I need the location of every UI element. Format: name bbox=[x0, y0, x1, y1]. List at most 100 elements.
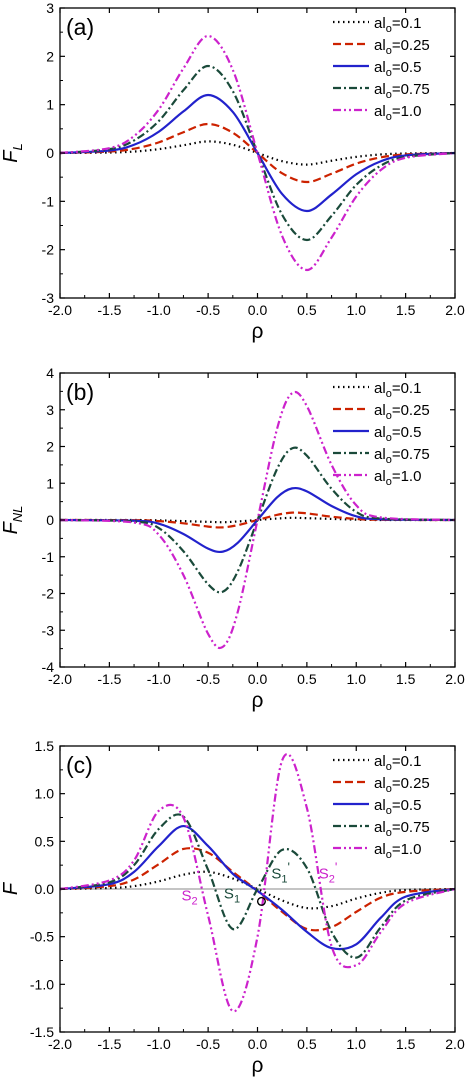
x-tick-label: 1.5 bbox=[396, 302, 416, 318]
legend-text-main: al bbox=[374, 59, 386, 76]
y-tick-label: 0 bbox=[46, 512, 54, 528]
legend-entry-1: alo=0.1 bbox=[374, 15, 421, 35]
legend-text-sub: o bbox=[386, 23, 392, 35]
panel-label: (b) bbox=[66, 379, 94, 405]
annotation-main: S bbox=[224, 886, 234, 903]
legend-entry-4: alo=0.75 bbox=[374, 819, 430, 839]
legend-text-sub: o bbox=[386, 67, 392, 79]
legend-text-value: =0.1 bbox=[392, 753, 422, 770]
y-tick-label: 1 bbox=[46, 475, 54, 491]
y-tick-label: -2 bbox=[42, 586, 55, 602]
legend-text-value: =1.0 bbox=[392, 841, 422, 858]
legend-entry-3: alo=0.5 bbox=[374, 424, 421, 444]
x-tick-label: -2.0 bbox=[48, 671, 72, 687]
x-tick-label: -0.5 bbox=[196, 671, 220, 687]
legend-text-main: al bbox=[374, 819, 386, 836]
legend-entry-5: alo=1.0 bbox=[374, 468, 421, 488]
series-group bbox=[60, 390, 455, 650]
legend-text-value: =0.1 bbox=[392, 15, 422, 32]
legend-text-sub: o bbox=[386, 111, 392, 123]
x-axis-label: ρ bbox=[252, 1054, 264, 1077]
legend-entry-1: alo=0.1 bbox=[374, 753, 421, 773]
series-line-5 bbox=[60, 752, 455, 1013]
legend-text-main: al bbox=[374, 468, 386, 485]
series-line-1 bbox=[60, 140, 455, 166]
x-tick-label: 0.0 bbox=[248, 1036, 268, 1052]
panel-label: (c) bbox=[66, 752, 93, 778]
legend-text-main: al bbox=[374, 775, 386, 792]
legend-text-value: =0.5 bbox=[392, 797, 422, 814]
x-tick-label: 2.0 bbox=[445, 302, 465, 318]
legend-text-value: =0.1 bbox=[392, 380, 422, 397]
y-tick-label: -4 bbox=[42, 659, 55, 675]
annotation-2: S1 bbox=[224, 886, 240, 906]
annotation-4: S2' bbox=[319, 860, 338, 886]
y-axis-label: FL bbox=[0, 143, 25, 162]
annotation-sub: 2 bbox=[191, 895, 197, 907]
x-axis-label: ρ bbox=[252, 689, 264, 712]
x-tick-label: -0.5 bbox=[196, 302, 220, 318]
x-tick-label: -2.0 bbox=[48, 302, 72, 318]
y-axis-label-main: F bbox=[0, 881, 22, 895]
legend-text-sub: o bbox=[386, 432, 392, 444]
x-tick-label: 2.0 bbox=[445, 1036, 465, 1052]
legend-text-value: =0.25 bbox=[392, 402, 430, 419]
annotation-sup: ' bbox=[287, 860, 289, 875]
legend-text-sub: o bbox=[386, 388, 392, 400]
legend-text-value: =0.25 bbox=[392, 37, 430, 54]
legend-text-main: al bbox=[374, 446, 386, 463]
y-tick-label: -1 bbox=[42, 549, 55, 565]
y-axis-label-sub: NL bbox=[10, 506, 25, 523]
legend-entry-4: alo=0.75 bbox=[374, 446, 430, 466]
legend-text-main: al bbox=[374, 424, 386, 441]
legend-text-main: al bbox=[374, 15, 386, 32]
x-axis-label: ρ bbox=[252, 320, 264, 343]
legend-text-sub: o bbox=[386, 761, 392, 773]
x-tick-label: 1.5 bbox=[396, 671, 416, 687]
y-tick-label: 3 bbox=[46, 402, 54, 418]
legend-text-value: =0.5 bbox=[392, 59, 422, 76]
series-group bbox=[60, 34, 455, 272]
y-tick-label: 4 bbox=[46, 365, 54, 381]
legend-entry-3: alo=0.5 bbox=[374, 59, 421, 79]
x-tick-label: 0.0 bbox=[248, 671, 268, 687]
annotation-sub: 1 bbox=[234, 894, 240, 906]
legend-text-value: =0.5 bbox=[392, 424, 422, 441]
annotation-sub: 1 bbox=[281, 874, 287, 886]
legend-text-main: al bbox=[374, 81, 386, 98]
legend-text-main: al bbox=[374, 797, 386, 814]
legend-entry-1: alo=0.1 bbox=[374, 380, 421, 400]
chart-panel-3: -2.0 -1.5 -1.0 -0.5 0.0 0.5 1.0 1.5 2.0-1.5-1.0-… bbox=[0, 738, 465, 1077]
series-line-4 bbox=[60, 813, 455, 959]
legend-text-sub: o bbox=[386, 783, 392, 795]
x-tick-label: 1.5 bbox=[396, 1036, 416, 1052]
x-tick-label: 0.5 bbox=[297, 1036, 317, 1052]
y-tick-label: -1.0 bbox=[30, 976, 54, 992]
annotation-sup: ' bbox=[335, 860, 337, 875]
legend-text-value: =0.25 bbox=[392, 775, 430, 792]
legend-text-main: al bbox=[374, 753, 386, 770]
legend-text-main: al bbox=[374, 103, 386, 120]
annotation-3: S1' bbox=[271, 860, 290, 886]
y-axis-label: F bbox=[0, 881, 22, 895]
x-tick-label: 1.0 bbox=[347, 671, 367, 687]
y-tick-label: -3 bbox=[42, 290, 55, 306]
y-tick-label: -2 bbox=[42, 242, 55, 258]
legend-entry-5: alo=1.0 bbox=[374, 103, 421, 123]
y-tick-label: -0.5 bbox=[30, 929, 54, 945]
y-tick-label: 0.0 bbox=[35, 881, 55, 897]
y-tick-label: 1.0 bbox=[35, 786, 55, 802]
chart-panel-2: -2.0 -1.5 -1.0 -0.5 0.0 0.5 1.0 1.5 2.0 -4 -3 -2 -1 0… bbox=[0, 365, 465, 712]
y-tick-label: 1.5 bbox=[35, 738, 55, 754]
x-tick-label: -2.0 bbox=[48, 1036, 72, 1052]
legend-entry-3: alo=0.5 bbox=[374, 797, 421, 817]
legend-text-value: =1.0 bbox=[392, 468, 422, 485]
x-tick-label: -0.5 bbox=[196, 1036, 220, 1052]
x-tick-label: -1.5 bbox=[97, 671, 121, 687]
series-line-5 bbox=[60, 34, 455, 272]
y-axis-label-sub: L bbox=[10, 143, 25, 150]
series-group bbox=[60, 752, 455, 1013]
